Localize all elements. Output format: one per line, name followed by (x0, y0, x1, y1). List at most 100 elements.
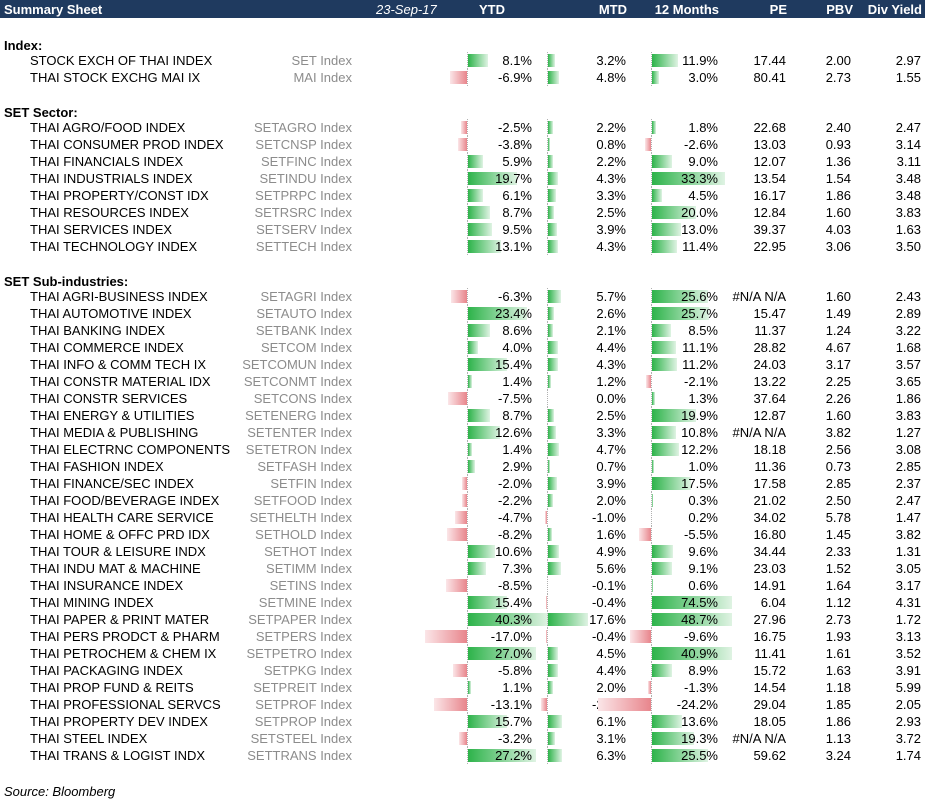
ytd-axis-line (467, 441, 469, 458)
mtd-axis-line (547, 509, 549, 526)
mtd-value: 4.7% (596, 442, 626, 457)
sheet-title: Summary Sheet (4, 2, 103, 17)
pbv-value: 1.52 (825, 561, 851, 576)
mtd-value: 6.1% (596, 714, 626, 729)
mtd-bar (546, 596, 547, 609)
pe-value: 21.02 (753, 493, 786, 508)
pe-value: 13.03 (753, 137, 786, 152)
pbv-value: 2.00 (825, 53, 851, 68)
ytd-axis-line (467, 170, 469, 187)
pe-value: 22.95 (753, 239, 786, 254)
m12-value: 40.9% (681, 646, 718, 661)
m12-axis-line (651, 390, 653, 407)
mtd-axis-line (547, 136, 549, 153)
ticker: SETSTEEL Index (250, 731, 352, 746)
div-yield-value: 3.08 (895, 442, 921, 457)
m12-value: 12.2% (681, 442, 718, 457)
m12-value: 0.2% (688, 510, 718, 525)
mtd-bar (548, 749, 563, 762)
ytd-value: 8.7% (502, 205, 532, 220)
mtd-bar (548, 613, 589, 626)
m12-axis-line (651, 221, 653, 238)
m12-bar (652, 392, 655, 405)
mtd-axis-line (547, 441, 549, 458)
m12-axis-line (651, 170, 653, 187)
mtd-bar (548, 240, 558, 253)
div-yield-value: 3.82 (895, 527, 921, 542)
col-header-12m: 12 Months (654, 2, 719, 17)
m12-bar (652, 409, 696, 422)
pe-value: 59.62 (753, 748, 786, 763)
mtd-axis-line (547, 52, 549, 69)
ytd-bar (468, 613, 548, 626)
ticker: SETBANK Index (255, 323, 352, 338)
index-name: THAI AGRI-BUSINESS INDEX (30, 289, 208, 304)
mtd-bar (548, 477, 557, 490)
ticker: SETHOLD Index (255, 527, 352, 542)
mtd-axis-line (547, 407, 549, 424)
ytd-value: 13.1% (495, 239, 532, 254)
m12-value: 1.0% (688, 459, 718, 474)
pe-value: 37.64 (753, 391, 786, 406)
m12-value: 17.5% (681, 476, 718, 491)
index-name: THAI INDUSTRIALS INDEX (30, 171, 193, 186)
ytd-bar (434, 698, 467, 711)
pbv-value: 4.67 (825, 340, 851, 355)
ytd-axis-line (467, 509, 469, 526)
ytd-value: 27.0% (495, 646, 532, 661)
m12-value: -2.1% (684, 374, 718, 389)
pbv-value: 3.82 (825, 425, 851, 440)
ytd-bar (468, 647, 536, 660)
ytd-bar (468, 426, 500, 439)
pe-value: 18.18 (753, 442, 786, 457)
pbv-value: 1.36 (825, 154, 851, 169)
table-row: THAI FASHION INDEX SETFASH Index 2.9% 0.7% 1… (0, 458, 925, 475)
sheet-date: 23-Sep-17 (376, 2, 437, 17)
m12-axis-line (651, 238, 653, 255)
ticker: SETRSRC Index (254, 205, 352, 220)
mtd-bar (548, 545, 560, 558)
ytd-value: -13.1% (490, 697, 532, 712)
pbv-value: 2.25 (825, 374, 851, 389)
mtd-value: 0.0% (596, 391, 626, 406)
ytd-value: -2.2% (498, 493, 532, 508)
index-name: THAI PAPER & PRINT MATER (30, 612, 210, 627)
div-yield-value: 1.27 (895, 425, 921, 440)
mtd-value: 3.1% (596, 731, 626, 746)
div-yield-value: 3.48 (895, 171, 921, 186)
mtd-bar (548, 426, 556, 439)
ytd-bar (468, 460, 476, 473)
ytd-value: 15.4% (495, 595, 532, 610)
section-title: Index: (4, 38, 43, 53)
m12-bar (652, 562, 673, 575)
ytd-value: 8.1% (502, 53, 532, 68)
ytd-axis-line (467, 153, 469, 170)
ticker: SETCOM Index (260, 340, 352, 355)
m12-bar (597, 698, 651, 711)
m12-axis-line (651, 136, 653, 153)
m12-value: 11.9% (682, 53, 718, 68)
mtd-value: 0.8% (596, 137, 626, 152)
table-row: THAI PROFESSIONAL SERVCS SETPROF Index -13… (0, 696, 925, 713)
m12-value: 9.0% (688, 154, 718, 169)
ticker: SETAGRO Index (253, 120, 352, 135)
ticker: SETHELTH Index (249, 510, 352, 525)
pbv-value: 2.26 (825, 391, 851, 406)
pe-value: 34.02 (753, 510, 786, 525)
div-yield-value: 2.93 (895, 714, 921, 729)
pbv-value: 1.45 (825, 527, 851, 542)
m12-bar (652, 715, 682, 728)
mtd-axis-line (547, 322, 549, 339)
mtd-value: 4.3% (596, 171, 626, 186)
mtd-value: 2.0% (596, 493, 626, 508)
ytd-axis-line (467, 204, 469, 221)
m12-bar (652, 494, 653, 507)
table-row: THAI PROP FUND & REITS SETPREIT Index 1.1%… (0, 679, 925, 696)
ytd-bar (468, 155, 483, 168)
ytd-axis-line (467, 390, 469, 407)
table-row: THAI INFO & COMM TECH IX SETCOMUN Index 15… (0, 356, 925, 373)
div-yield-value: 2.47 (895, 493, 921, 508)
ytd-axis-line (467, 730, 469, 747)
m12-axis-line (651, 679, 653, 696)
pbv-value: 1.93 (825, 629, 851, 644)
